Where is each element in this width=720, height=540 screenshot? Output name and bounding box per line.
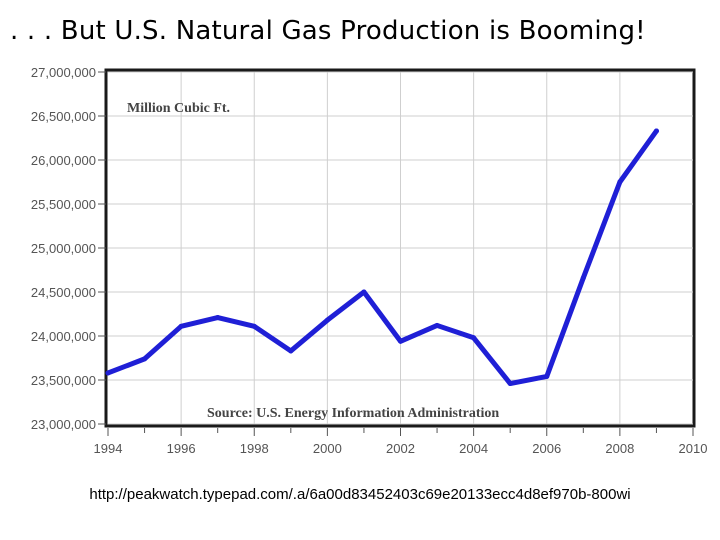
y-tick-label: 23,500,000 xyxy=(31,373,96,388)
series-line xyxy=(105,128,659,387)
chart: 23,000,000 23,500,000 24,000,000 24,500,000… xyxy=(0,58,720,468)
x-tick-label: 1994 xyxy=(94,441,123,456)
data-point xyxy=(105,370,111,376)
y-tick-label: 26,000,000 xyxy=(31,153,96,168)
x-tick-label: 2010 xyxy=(679,441,708,456)
x-tick-label: 1998 xyxy=(240,441,269,456)
data-point xyxy=(507,381,513,387)
data-point xyxy=(544,373,550,379)
data-point xyxy=(471,335,477,341)
line-chart: 23,000,000 23,500,000 24,000,000 24,500,000… xyxy=(31,65,708,456)
x-tick-label: 2000 xyxy=(313,441,342,456)
grid xyxy=(108,71,693,425)
y-tick-label: 25,500,000 xyxy=(31,197,96,212)
x-tick-label: 2006 xyxy=(532,441,561,456)
data-point xyxy=(142,356,148,362)
y-tick-label: 23,000,000 xyxy=(31,417,96,432)
data-point xyxy=(617,179,623,185)
y-tick-label: 26,500,000 xyxy=(31,109,96,124)
y-tick-label: 24,000,000 xyxy=(31,329,96,344)
y-tick-label: 24,500,000 xyxy=(31,285,96,300)
data-point xyxy=(434,322,440,328)
x-tick-label: 2004 xyxy=(459,441,488,456)
data-point xyxy=(361,289,367,295)
slide-title: . . . But U.S. Natural Gas Production is… xyxy=(10,16,646,46)
data-point xyxy=(398,338,403,344)
axis-ticks: 23,000,000 23,500,000 24,000,000 24,500,000… xyxy=(31,65,708,456)
x-tick-label: 1996 xyxy=(167,441,196,456)
x-tick-label: 2008 xyxy=(605,441,634,456)
x-tick-label: 2002 xyxy=(386,441,415,456)
data-point xyxy=(251,323,257,329)
y-tick-label: 25,000,000 xyxy=(31,241,96,256)
source-annotation: Source: U.S. Energy Information Administ… xyxy=(207,406,499,421)
data-point xyxy=(288,348,294,354)
source-url: http://peakwatch.typepad.com/.a/6a00d834… xyxy=(89,486,631,503)
data-point xyxy=(653,128,659,134)
series xyxy=(105,128,659,387)
data-point xyxy=(215,315,221,321)
data-point xyxy=(580,275,586,281)
data-point xyxy=(178,323,184,329)
data-point xyxy=(324,317,330,323)
y-tick-label: 27,000,000 xyxy=(31,65,96,80)
unit-label: Million Cubic Ft. xyxy=(127,101,230,116)
